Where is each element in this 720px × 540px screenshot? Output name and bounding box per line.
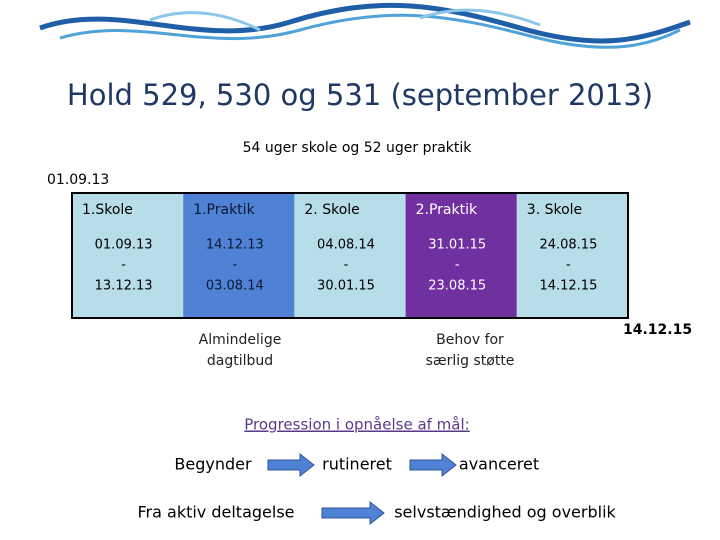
- period-dash: -: [344, 258, 349, 273]
- period-box: [72, 193, 184, 318]
- period-to: 03.08.14: [206, 279, 264, 294]
- step: Begynder: [174, 455, 252, 474]
- period-dash: -: [455, 258, 460, 273]
- step: Fra aktiv deltagelse: [138, 503, 295, 522]
- start-date: 01.09.13: [47, 172, 109, 188]
- period-from: 01.09.13: [95, 238, 153, 253]
- period-name: 1.Praktik: [193, 202, 255, 218]
- step: avanceret: [459, 455, 539, 474]
- timeline: 1.Skole 01.09.13 - 13.12.13 1.Praktik 14.12.1…: [72, 193, 628, 318]
- period-to: 14.12.15: [539, 279, 597, 294]
- period-from: 14.12.13: [206, 238, 264, 253]
- period-name: 2. Skole: [304, 202, 359, 218]
- period-from: 31.01.15: [428, 238, 486, 253]
- period-name: 1.Skole: [82, 202, 133, 218]
- period-box: [183, 193, 295, 318]
- note: Behov for særlig støtte: [426, 332, 515, 369]
- period-from: 24.08.15: [539, 238, 597, 253]
- period-dash: -: [566, 258, 571, 273]
- title: Hold 529, 530 og 531 (september 2013): [67, 78, 653, 112]
- step: selvstændighed og overblik: [394, 503, 616, 522]
- timeline-border: [71, 192, 629, 319]
- period-box: [405, 193, 517, 318]
- step: rutineret: [322, 455, 392, 474]
- logo: [39, 2, 691, 49]
- period-to: 13.12.13: [95, 279, 153, 294]
- period-to: 30.01.15: [317, 279, 375, 294]
- period-name: 3. Skole: [527, 202, 582, 218]
- subtitle: 54 uger skole og 52 uger praktik: [243, 140, 473, 156]
- note: Almindelige dagtilbud: [199, 332, 282, 369]
- period-box: [516, 193, 628, 318]
- period-dash: -: [232, 258, 237, 273]
- progression-title: Progression i opnåelse af mål:: [244, 416, 469, 434]
- period-dash: -: [121, 258, 126, 273]
- period-name: 2.Praktik: [416, 202, 478, 218]
- period-to: 23.08.15: [428, 279, 486, 294]
- arrows: [267, 452, 457, 526]
- period-from: 04.08.14: [317, 238, 375, 253]
- end-date: 14.12.15: [623, 322, 692, 338]
- period-box: [294, 193, 406, 318]
